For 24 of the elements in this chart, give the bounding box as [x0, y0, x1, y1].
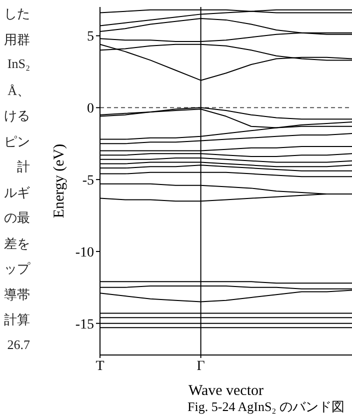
text: した: [4, 5, 30, 23]
text: の最: [4, 209, 30, 227]
text: 計算: [4, 311, 30, 329]
y-tick-label: 5: [87, 30, 94, 45]
y-tick-label: 0: [87, 102, 94, 117]
y-tick-label: -10: [75, 245, 94, 260]
text: 計: [17, 158, 30, 176]
text: Fig. 5-24 AgInS₂ のバンド図: [186, 398, 346, 416]
text: Å、: [8, 82, 30, 100]
text: ける: [4, 107, 30, 125]
y-tick-label: -5: [82, 174, 94, 189]
text: 差を: [4, 234, 30, 252]
text: 用群: [4, 30, 30, 48]
text: ップ: [4, 260, 30, 278]
y-tick-label: -15: [75, 317, 94, 332]
x-axis-title: Wave vector: [188, 383, 264, 399]
x-tick-label: Γ: [196, 358, 205, 374]
text: 導帯: [4, 286, 30, 304]
text: 26.7: [7, 336, 30, 352]
x-tick-label: T: [96, 358, 105, 374]
text: ピン: [4, 132, 30, 150]
text: InS₂: [7, 56, 30, 72]
y-axis-title: Energy (eV): [51, 144, 68, 218]
text: ルギ: [4, 184, 30, 202]
